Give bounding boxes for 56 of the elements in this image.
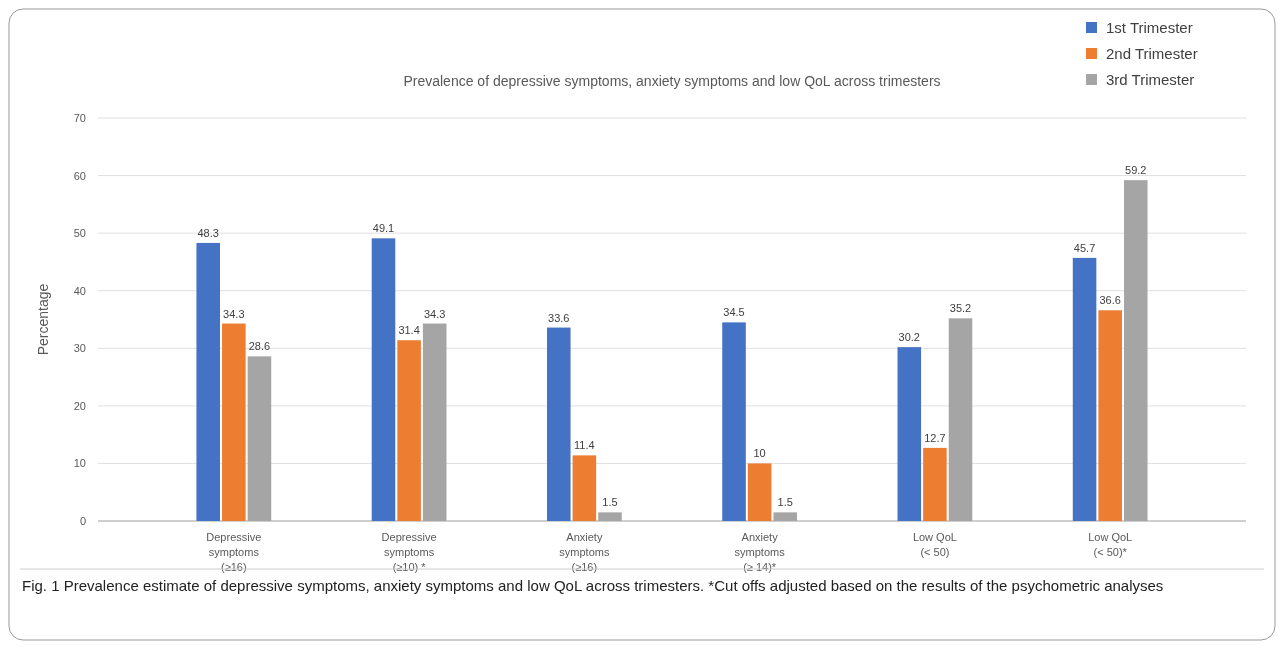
bar	[1072, 257, 1097, 521]
bar	[1098, 310, 1122, 521]
data-label: 28.6	[248, 340, 271, 353]
data-label: 35.2	[949, 302, 972, 315]
bar	[397, 340, 421, 521]
bar	[196, 242, 220, 521]
data-label: 1.5	[777, 496, 793, 509]
bar	[897, 347, 922, 521]
bar	[371, 238, 396, 521]
data-label: 59.2	[1125, 164, 1147, 177]
x-tick-label: Low QoL (< 50)*	[1088, 531, 1133, 558]
legend-label: 1st Trimester	[1106, 19, 1193, 36]
x-tick-label: Anxiety symptoms (≥ 14)*	[734, 531, 786, 573]
y-tick-label: 10	[73, 457, 86, 470]
x-tick-label: Depressive symptoms (≥10) *	[381, 531, 437, 573]
x-tick-label: Anxiety symptoms (≥16)	[559, 531, 610, 573]
legend-label: 3rd Trimester	[1106, 71, 1195, 88]
caption: Fig. 1 Prevalence estimate of depressive symptoms, anxiety symptoms and low QoL across trimesters. *Cut offs adjusted based on the results of the psychometric analyses	[22, 576, 1165, 596]
bar	[422, 323, 447, 521]
y-tick-label: 70	[73, 112, 86, 124]
data-label: 10	[753, 447, 766, 460]
y-tick-label: 60	[73, 169, 86, 182]
data-label: 49.1	[372, 222, 395, 235]
data-label: 33.6	[548, 311, 570, 324]
data-label: 45.7	[1073, 241, 1096, 254]
data-label: 30.2	[898, 331, 920, 344]
data-label: 1.5	[602, 496, 618, 509]
bar	[923, 447, 947, 521]
bar	[948, 318, 973, 521]
y-axis-title: Percentage	[35, 283, 51, 356]
data-label: 11.4	[574, 439, 595, 452]
bar	[572, 455, 597, 521]
chart-title: Prevalence of depressive symptoms, anxiety symptoms and low QoL across trimesters	[403, 73, 941, 89]
bar	[247, 356, 272, 521]
data-label: 36.6	[1099, 294, 1121, 307]
bar	[747, 463, 772, 521]
x-tick-label: Low QoL (< 50)	[912, 531, 957, 558]
y-tick-label: 30	[73, 342, 86, 355]
data-label: 34.3	[223, 307, 245, 320]
bar	[773, 512, 798, 521]
bar	[546, 327, 571, 521]
bar	[722, 322, 746, 521]
bar	[598, 512, 622, 521]
bar	[1124, 180, 1148, 521]
legend-label: 2nd Trimester	[1106, 45, 1198, 62]
bar	[222, 323, 246, 521]
y-tick-label: 0	[79, 515, 86, 527]
y-tick-label: 40	[73, 284, 86, 297]
y-tick-label: 20	[73, 399, 86, 412]
data-label: 34.3	[424, 307, 446, 320]
data-label: 31.4	[398, 324, 420, 337]
data-label: 34.5	[723, 306, 745, 319]
data-label: 48.3	[197, 226, 219, 239]
data-label: 12.7	[924, 431, 946, 444]
y-tick-label: 50	[73, 227, 86, 240]
x-tick-label: Depressive symptoms (≥16)	[206, 531, 262, 573]
